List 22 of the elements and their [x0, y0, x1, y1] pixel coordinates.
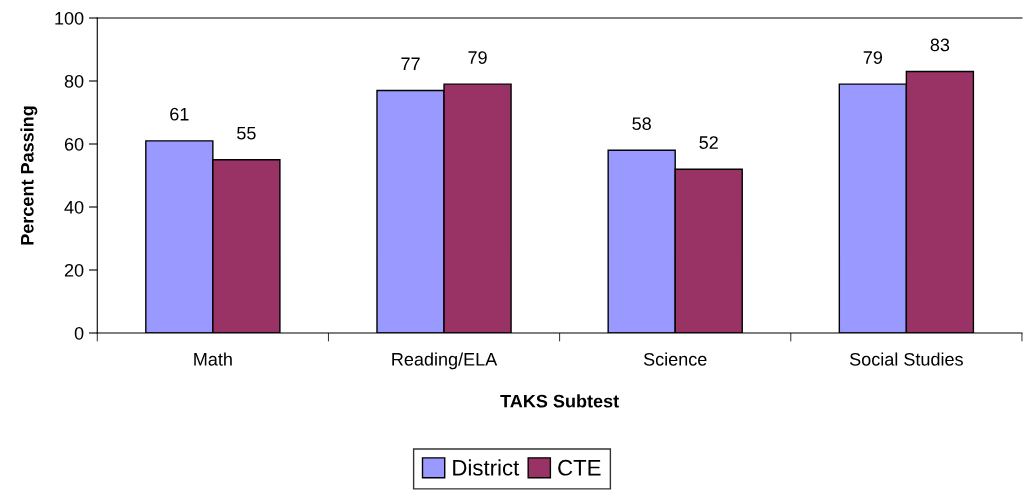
legend-label: CTE [558, 459, 601, 476]
data-label: 79 [468, 51, 487, 64]
y-tick-label: 40 [64, 200, 84, 214]
x-tick-label: Science [643, 352, 707, 366]
data-label: 52 [699, 136, 718, 149]
x-axis-title: TAKS Subtest [500, 394, 619, 408]
y-tick-label: 20 [64, 263, 84, 277]
x-tick-label: Math [194, 352, 232, 366]
y-tick-label: 80 [64, 74, 84, 88]
x-tick-label: Social Studies [849, 352, 963, 366]
data-label: 61 [170, 107, 189, 121]
data-label: 79 [863, 51, 883, 64]
data-label: 58 [632, 117, 651, 131]
data-label: 77 [401, 57, 420, 71]
data-label: 55 [237, 126, 256, 140]
x-tick-label: Reading/ELA [392, 352, 498, 370]
y-tick-label: 0 [74, 326, 84, 340]
y-tick-label: 60 [64, 137, 84, 151]
y-tick-label: 100 [55, 11, 84, 25]
data-label: 83 [930, 38, 950, 52]
y-axis-title: Percent Passing [20, 106, 38, 245]
legend-label: District [453, 459, 520, 476]
